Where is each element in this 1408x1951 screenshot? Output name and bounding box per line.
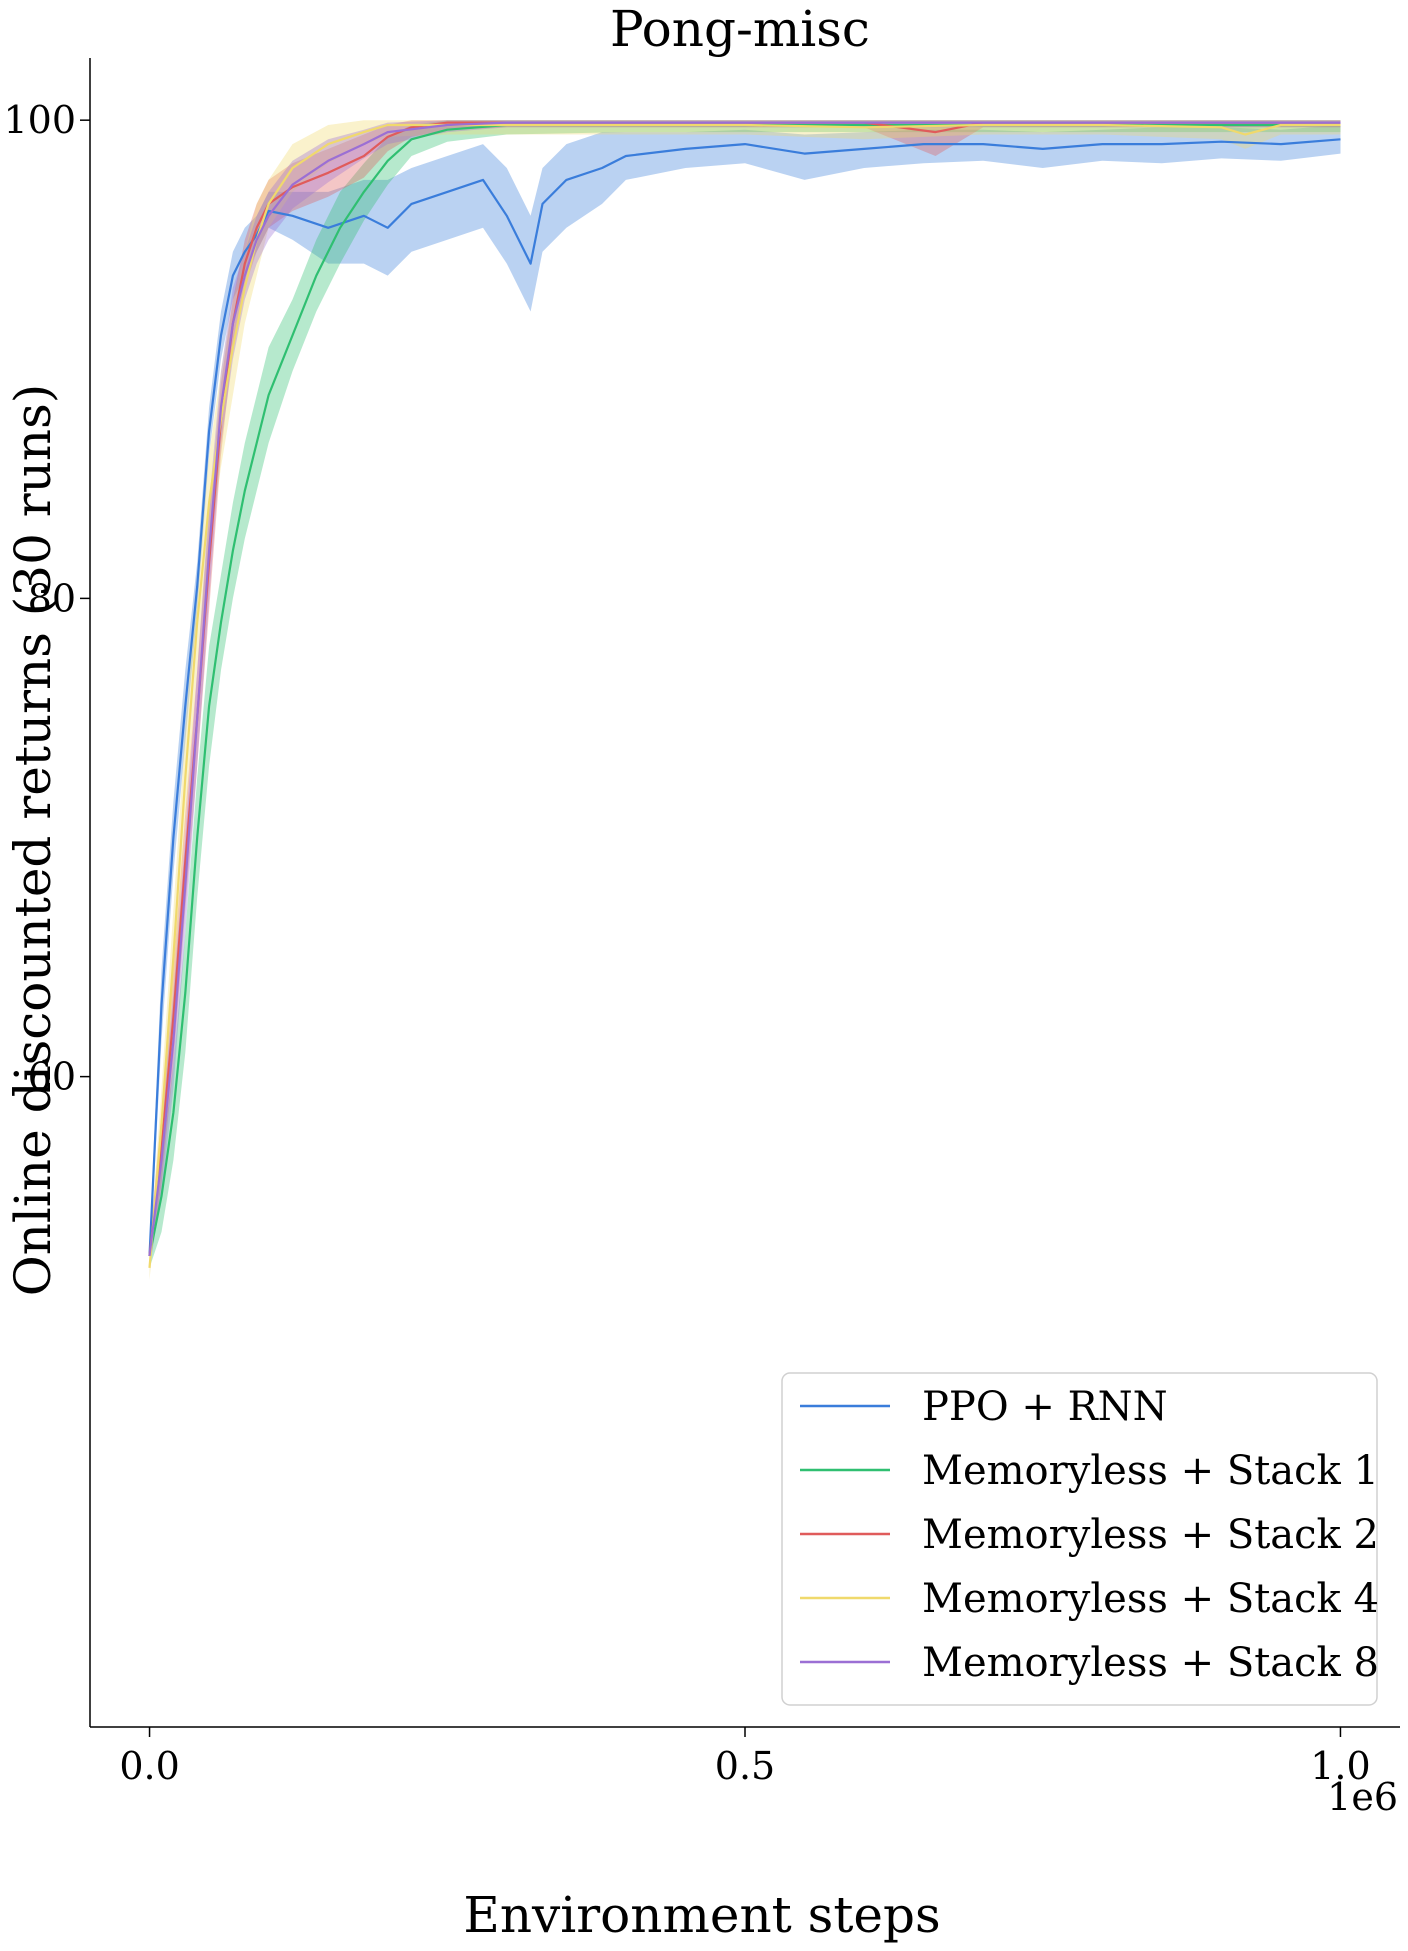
x-tick-label: 0.5 [715, 1744, 775, 1788]
legend: PPO + RNN Memoryless + Stack 1 Memoryless … [781, 1372, 1379, 1706]
line-memoryless-stack-8 [148, 121, 1341, 1257]
legend-label: Memoryless + Stack 4 [922, 1576, 1379, 1622]
x-tick-label: 1.0 [1310, 1744, 1370, 1788]
y-tick-label: 60 [28, 1055, 76, 1099]
line-memoryless-stack-1 [148, 123, 1341, 1257]
legend-box [781, 1372, 1378, 1706]
x-offset-label: 1e6 [1327, 1775, 1398, 1819]
legend-label: PPO + RNN [922, 1384, 1168, 1430]
band-memoryless-stack-8 [149, 120, 1341, 1268]
legend-label: Memoryless + Stack 2 [922, 1512, 1379, 1558]
legend-label: Memoryless + Stack 8 [922, 1640, 1379, 1686]
x-tick-label: 0.0 [119, 1744, 179, 1788]
y-tick-label: 100 [3, 98, 76, 142]
band-memoryless-stack-4 [149, 120, 1341, 1280]
line-ppo-rnn [148, 138, 1341, 1256]
line-memoryless-stack-2 [148, 121, 1341, 1257]
legend-label: Memoryless + Stack 1 [922, 1448, 1379, 1494]
band-ppo-rnn [149, 125, 1341, 1268]
chart-title: Pong-misc [610, 0, 870, 58]
y-tick-label: 80 [28, 576, 76, 620]
confidence-bands [149, 120, 1341, 1280]
y-axis-label: Online discounted returns (30 runs) [4, 384, 62, 1297]
band-memoryless-stack-1 [149, 120, 1341, 1268]
series-lines [148, 121, 1341, 1268]
x-ticks: 0.0 0.5 1.0 [119, 1727, 1371, 1788]
band-memoryless-stack-2 [149, 120, 1341, 1268]
x-axis-label: Environment steps [463, 1886, 940, 1944]
y-ticks: 60 80 100 [3, 98, 90, 1099]
line-memoryless-stack-4 [148, 123, 1341, 1268]
